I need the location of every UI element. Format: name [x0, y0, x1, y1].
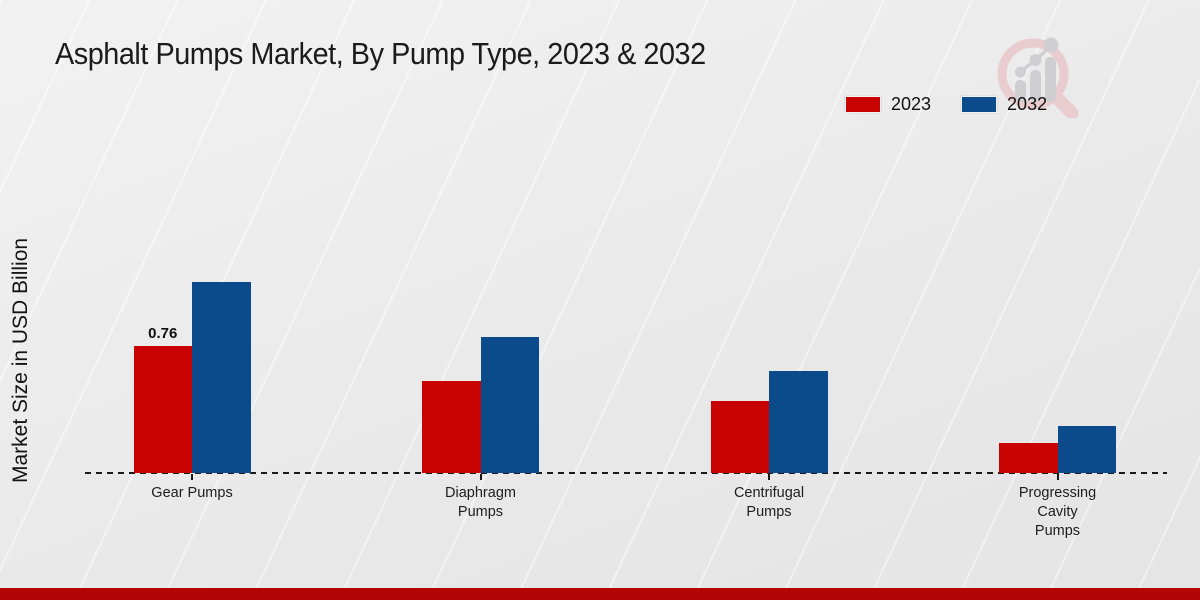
legend-swatch-2023 [845, 96, 881, 113]
chart-legend: 2023 2032 [845, 94, 1047, 115]
legend-item-2032: 2032 [961, 94, 1047, 115]
bar-2023-gear-pumps [133, 345, 192, 473]
category-label-line: Centrifugal [733, 485, 805, 501]
x-axis-tick-diaphragm-pumps [479, 474, 482, 480]
category-label-line: Pumps [457, 504, 504, 520]
category-label-diaphragm-pumps: Diaphragm Pumps [445, 484, 516, 522]
bar-2023-centrifugal-pumps [710, 400, 769, 473]
category-label-line: Progressing [1018, 485, 1097, 501]
x-axis-tick-progressing-cavity-pumps [1056, 474, 1059, 480]
category-label-line: Cavity [1037, 504, 1078, 520]
legend-label-2032: 2032 [1007, 94, 1048, 114]
category-label-line: Pumps [1034, 523, 1081, 539]
x-axis-tick-gear-pumps [191, 474, 193, 480]
category-label-line: Pumps [746, 504, 792, 520]
category-label-line: Diaphragm [445, 485, 516, 501]
x-axis-tick-centrifugal-pumps [768, 474, 770, 480]
bar-2032-diaphragm-pumps [480, 337, 539, 473]
category-label-centrifugal-pumps: Centrifugal Pumps [734, 484, 804, 522]
chart-title: Asphalt Pumps Market, By Pump Type, 2023… [55, 36, 706, 71]
bar-2032-centrifugal-pumps [769, 370, 828, 473]
bar-2023-diaphragm-pumps [422, 380, 481, 473]
legend-label-2023: 2023 [891, 94, 932, 114]
legend-swatch-2032 [961, 96, 998, 113]
category-label-progressing-cavity-pumps: Progressing Cavity Pumps [1019, 484, 1096, 541]
bar-value-label-2023-gear-pumps: 0.76 [148, 324, 178, 342]
market-research-magnifier-logo-icon [997, 37, 1079, 118]
x-axis-baseline [85, 472, 1167, 474]
bar-2032-gear-pumps [192, 282, 251, 473]
bar-2023-progressing-cavity-pumps [999, 442, 1058, 473]
legend-item-2023: 2023 [845, 94, 931, 115]
bar-2032-progressing-cavity-pumps [1057, 426, 1116, 473]
footer-bar [0, 588, 1200, 600]
category-label-line: Gear Pumps [151, 485, 233, 501]
category-label-gear-pumps: Gear Pumps [151, 484, 232, 503]
